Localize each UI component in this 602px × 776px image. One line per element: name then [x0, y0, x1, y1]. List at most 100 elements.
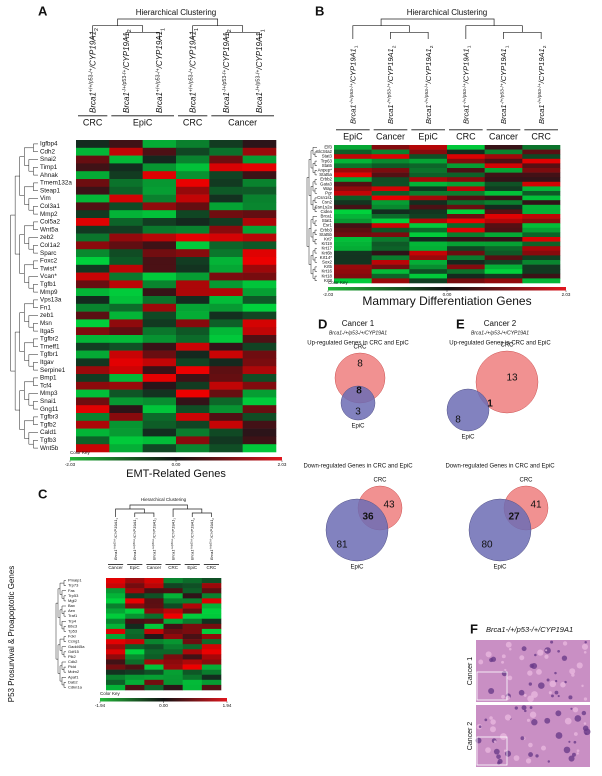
heatmap-cell: [447, 158, 485, 164]
heatmap-cell: [106, 618, 126, 625]
heatmap-cell: [176, 374, 210, 383]
heatmap-cell: [447, 241, 485, 247]
histology-texture: [478, 725, 482, 729]
heatmap-cell: [334, 145, 372, 150]
heatmap-cell: [125, 654, 145, 660]
gene-name: Brca1: [348, 104, 357, 124]
heatmap-cell: [76, 381, 110, 390]
heatmap-cell: [176, 405, 210, 414]
histology-texture: [538, 682, 545, 689]
heatmap-cell: [371, 186, 410, 192]
genotype: -/+/p53-/+: [208, 538, 212, 550]
heatmap-cell: [144, 634, 164, 640]
heatmap-cell: [371, 200, 410, 206]
heatmap-cell: [209, 374, 243, 383]
heatmap-cell: [106, 664, 126, 670]
heatmap-cell: [484, 255, 523, 261]
heatmap-cell: [182, 603, 203, 609]
heatmap-cell: [242, 179, 277, 188]
heatmap-cell: [182, 618, 203, 625]
image-label: Cancer 1: [467, 657, 474, 686]
heatmap-cell: [201, 598, 222, 604]
heatmap-cell: [76, 327, 110, 336]
histology-texture: [523, 693, 527, 697]
histology-texture: [489, 716, 493, 720]
dendrogram: [63, 595, 66, 602]
histology-texture: [528, 752, 533, 757]
color-key-tick-label: -2.03: [65, 462, 76, 467]
heatmap-cell: [144, 649, 164, 655]
histology-texture: [541, 745, 546, 751]
gene-name: Brca1: [190, 550, 195, 560]
heatmap-cell: [484, 204, 523, 210]
genotype: -/+/p53-/+: [500, 83, 506, 104]
dendrogram: [314, 248, 317, 254]
gene-label: Erbb2: [320, 177, 332, 182]
heatmap-cell: [201, 649, 222, 655]
histology-texture: [583, 650, 587, 654]
column-label: Brca1-/+/p53-/+/CYP19A11: [255, 29, 266, 113]
dendrogram: [465, 25, 523, 39]
heatmap-cell: [209, 303, 243, 312]
clustering-title: Hierarchical Clustering: [141, 497, 187, 502]
histology-texture: [547, 760, 551, 763]
histology-texture: [574, 715, 582, 722]
heatmap-cell: [409, 250, 448, 256]
histology-texture: [560, 681, 566, 688]
heatmap-cell: [484, 237, 523, 242]
dendrogram: [314, 160, 317, 166]
heatmap-cell: [484, 168, 523, 173]
group-label: EpiC: [133, 117, 153, 127]
gene-label: Krt8: [324, 278, 333, 283]
index: 2: [127, 29, 133, 32]
index: 2: [154, 518, 158, 520]
color-key: [70, 457, 282, 461]
heatmap-cell: [163, 669, 183, 676]
gene-label: Msn: [40, 320, 52, 327]
heatmap-cell: [76, 171, 110, 180]
gene-label: Mmp9: [40, 289, 58, 296]
heatmap-cell: [242, 288, 277, 297]
heatmap-cell: [142, 288, 177, 297]
heatmap-cell: [125, 684, 145, 691]
heatmap-cell: [109, 225, 143, 234]
genotype: -/+/p53-/+: [462, 83, 468, 104]
heatmap-cell: [334, 195, 372, 201]
index: 1: [194, 28, 200, 31]
heatmap-cell: [242, 381, 277, 390]
histology-texture: [555, 710, 562, 717]
histology-texture: [501, 660, 505, 664]
heatmap-cell: [334, 273, 372, 279]
gene-label: Igfbp4: [40, 141, 58, 148]
heatmap-cell: [447, 177, 485, 183]
heatmap-cell: [447, 204, 485, 210]
heatmap-cell: [209, 171, 243, 180]
heatmap-cell: [142, 413, 177, 422]
heatmap-cell: [142, 163, 177, 172]
group-label: CRC: [531, 131, 551, 141]
heatmap-cell: [142, 381, 177, 390]
heatmap-cell: [142, 272, 177, 281]
index: 2: [227, 29, 233, 32]
column-label: Brca1-/+/p53-/+/CYP19A12: [424, 45, 435, 124]
gene-name: Brca1: [113, 550, 118, 560]
index: 1: [115, 518, 119, 520]
venn-count: 27: [508, 512, 520, 523]
heatmap-cell: [76, 272, 110, 281]
histology-texture: [544, 717, 551, 724]
heatmap-cell: [242, 303, 277, 312]
heatmap-cell: [447, 200, 485, 206]
heatmap-cell: [163, 593, 183, 599]
dendrogram: [92, 25, 144, 39]
gene-label: Krt6b: [322, 250, 333, 255]
heatmap-cell: [163, 674, 183, 681]
group-label: EpiC: [418, 131, 438, 141]
heatmap-cell: [76, 428, 110, 437]
heatmap-cell: [176, 257, 210, 266]
heatmap-cell: [371, 181, 410, 187]
gene-label: Vcan*: [40, 273, 57, 280]
heatmap-cell: [209, 319, 243, 328]
heatmap-cell: [209, 264, 243, 273]
heatmap-cell: [209, 272, 243, 281]
